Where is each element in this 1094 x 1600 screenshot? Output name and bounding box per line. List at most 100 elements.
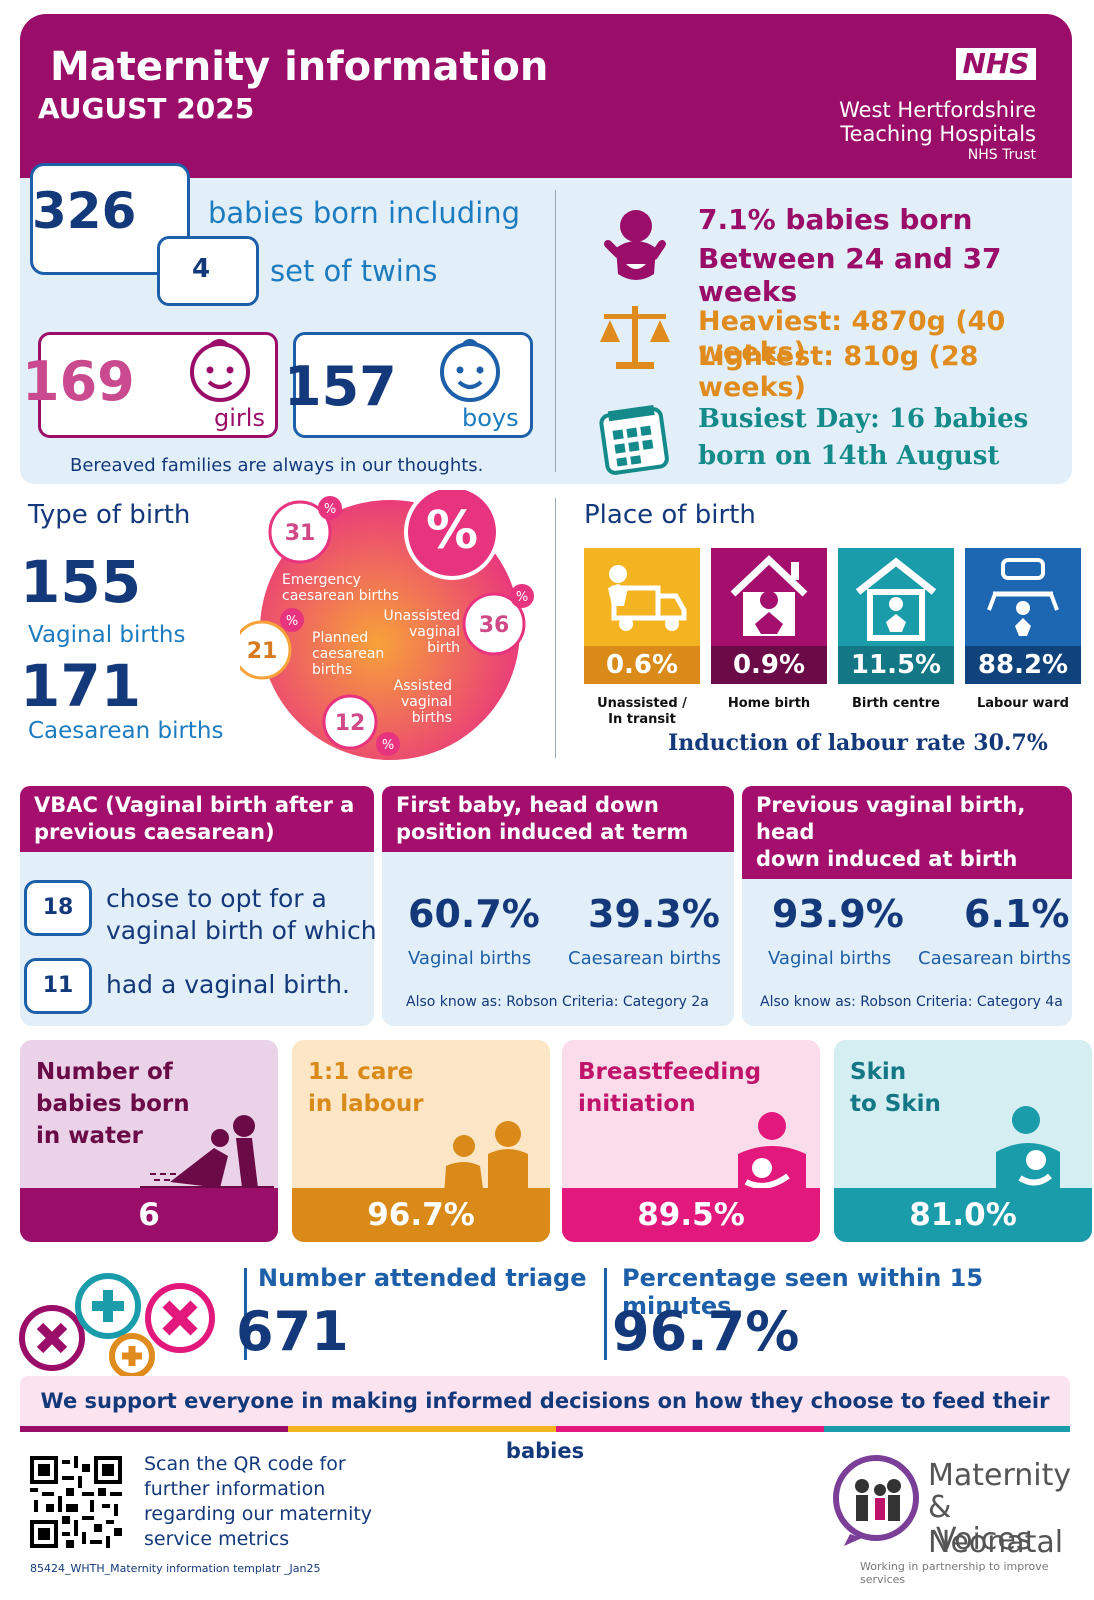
- planned-caesarean-bubble: [240, 620, 292, 680]
- planned-caesarean-pct-symbol: %: [286, 614, 298, 629]
- scan-qr-line2: further information: [144, 1478, 326, 1500]
- water-birth-title-1: Number of: [36, 1059, 173, 1085]
- scan-qr-line4: service metrics: [144, 1528, 290, 1550]
- emergency-caesarean-value: 31: [285, 521, 316, 546]
- truck-baby-icon: [608, 565, 687, 631]
- water-birth-value: 6: [20, 1188, 278, 1242]
- robson-2a-caesarean-label: Caesarean births: [568, 948, 721, 969]
- emergency-caesarean-label-1: Emergency: [282, 572, 361, 588]
- qr-code[interactable]: [30, 1456, 122, 1548]
- robson-2a-caesarean-pct: 39.3%: [588, 892, 720, 936]
- mnv-logo-line2: & Neonatal: [928, 1490, 1064, 1560]
- percent-bubble-symbol: %: [426, 501, 478, 561]
- water-birth-title-3: in water: [36, 1123, 143, 1149]
- labour-ward-label: Labour ward: [977, 696, 1069, 711]
- vaginal-births-label: Vaginal births: [28, 622, 186, 648]
- unassisted-vaginal-pct-symbol: %: [516, 590, 528, 605]
- vbac-opted-line2: vaginal birth of which: [106, 916, 377, 945]
- header-banner: Maternity information AUGUST 2025 NHS We…: [20, 14, 1072, 178]
- vaginal-births-count: 155: [20, 548, 142, 616]
- planned-caesarean-label-1: Planned: [312, 630, 368, 646]
- home-birth-label: Home birth: [727, 696, 811, 711]
- vbac-had-value: 11: [24, 958, 92, 1014]
- breastfeeding-icon: [738, 1112, 806, 1196]
- assisted-vaginal-pct-dot: [376, 732, 400, 756]
- assisted-vaginal-label-3: births: [412, 710, 452, 726]
- breastfeeding-value: 89.5%: [562, 1188, 820, 1242]
- robson-4a-caesarean-pct: 6.1%: [964, 892, 1070, 936]
- skin-to-skin-title-2: to Skin: [850, 1091, 941, 1117]
- girls-label: girls: [214, 404, 265, 432]
- robson-4a-heading-line1: Previous vaginal birth, head: [756, 793, 1026, 844]
- twins-label: set of twins: [270, 254, 438, 288]
- planned-caesarean-value: 21: [247, 639, 278, 664]
- emergency-caesarean-label-2: caesarean births: [282, 588, 399, 604]
- nhs-logo: NHS: [956, 48, 1036, 80]
- labour-ward-value: 88.2%: [965, 646, 1081, 684]
- breastfeeding-title-2: initiation: [578, 1091, 696, 1117]
- stripe-teal: [824, 1426, 1070, 1432]
- vbac-had-label: had a vaginal birth.: [106, 970, 350, 999]
- preterm-line2: Between 24 and 37 weeks: [698, 242, 1002, 308]
- water-birth-tile: Number of babies born in water 6: [20, 1040, 278, 1242]
- medical-cross-badges: [19, 1273, 215, 1379]
- in-transit-value: 0.6%: [584, 646, 700, 684]
- boys-label: boys: [462, 404, 519, 432]
- planned-caesarean-label-3: births: [312, 662, 352, 678]
- mnv-logo-line3: Voices: [936, 1522, 1032, 1557]
- total-births-label: babies born including: [208, 196, 521, 230]
- busiest-day-line1: Busiest Day: 16 babies: [698, 404, 1029, 434]
- assisted-vaginal-bubble: [322, 694, 378, 750]
- one-to-one-care-title-1: 1:1 care: [308, 1059, 414, 1085]
- stripe-plum: [20, 1426, 288, 1432]
- planned-caesarean-label-2: caesarean: [312, 646, 384, 662]
- vbac-heading-line2: previous caesarean): [34, 820, 275, 844]
- breastfeeding-title-1: Breastfeeding: [578, 1059, 762, 1085]
- template-code: 85424_WHTH_Maternity information templat…: [30, 1562, 321, 1575]
- robson-2a-vaginal-label: Vaginal births: [408, 948, 532, 969]
- summary-divider: [555, 190, 556, 472]
- induction-rate: Induction of labour rate 30.7%: [668, 730, 1048, 756]
- assisted-vaginal-label-1: Assisted: [394, 678, 452, 694]
- home-baby-icon: [730, 555, 808, 636]
- skin-to-skin-value: 81.0%: [834, 1188, 1092, 1242]
- hospital-bed-icon: [987, 558, 1059, 636]
- midwife-care-icon: [444, 1121, 528, 1196]
- assisted-vaginal-value: 12: [335, 711, 366, 736]
- robson-2a-vaginal-pct: 60.7%: [408, 892, 540, 936]
- trust-name-line3: NHS Trust: [967, 147, 1036, 163]
- bereaved-note: Bereaved families are always in our thou…: [70, 455, 484, 476]
- unassisted-vaginal-bubble: [462, 592, 526, 656]
- unassisted-vaginal-label-1: Unassisted: [384, 608, 460, 624]
- support-banner: We support everyone in making informed d…: [20, 1376, 1070, 1463]
- skin-to-skin-tile: Skin to Skin 81.0%: [834, 1040, 1092, 1242]
- place-of-birth-title: Place of birth: [584, 500, 756, 530]
- type-of-birth-title: Type of birth: [28, 500, 191, 530]
- one-to-one-care-tile: 1:1 care in labour 96.7%: [292, 1040, 550, 1242]
- robson-4a-card: Previous vaginal birth, head down induce…: [742, 786, 1072, 1026]
- vbac-heading-line1: VBAC (Vaginal birth after a: [34, 793, 355, 817]
- baby-icon: [604, 210, 666, 280]
- robson-4a-heading-line2: down induced at birth: [756, 847, 1018, 871]
- stripe-pink: [556, 1426, 824, 1432]
- mnv-logo-line1: Maternity: [928, 1458, 1072, 1493]
- birth-centre-value: 11.5%: [838, 646, 954, 684]
- robson-4a-note: Also know as: Robson Criteria: Category …: [760, 994, 1063, 1010]
- one-to-one-care-value: 96.7%: [292, 1188, 550, 1242]
- caesarean-births-count: 171: [20, 652, 142, 720]
- twins-value: 4: [192, 254, 211, 284]
- water-birth-title-2: babies born: [36, 1091, 190, 1117]
- emergency-caesarean-pct-dot: [318, 496, 342, 520]
- skin-to-skin-icon: [996, 1106, 1060, 1196]
- triage-attended-label: Number attended triage: [258, 1264, 587, 1292]
- vbac-opted-line1: chose to opt for a: [106, 884, 327, 913]
- triage-divider: [244, 1268, 247, 1360]
- place-birth-centre: 11.5%: [838, 548, 954, 684]
- birth-centre-label: Birth centre: [852, 696, 940, 711]
- robson-2a-card: First baby, head down position induced a…: [382, 786, 734, 1026]
- emergency-caesarean-pct-symbol: %: [324, 502, 336, 517]
- report-month: AUGUST 2025: [38, 92, 255, 125]
- trust-name-line1: West Hertfordshire: [839, 98, 1036, 122]
- water-birth-icon: [140, 1115, 274, 1190]
- preterm-line1: 7.1% babies born: [698, 203, 973, 236]
